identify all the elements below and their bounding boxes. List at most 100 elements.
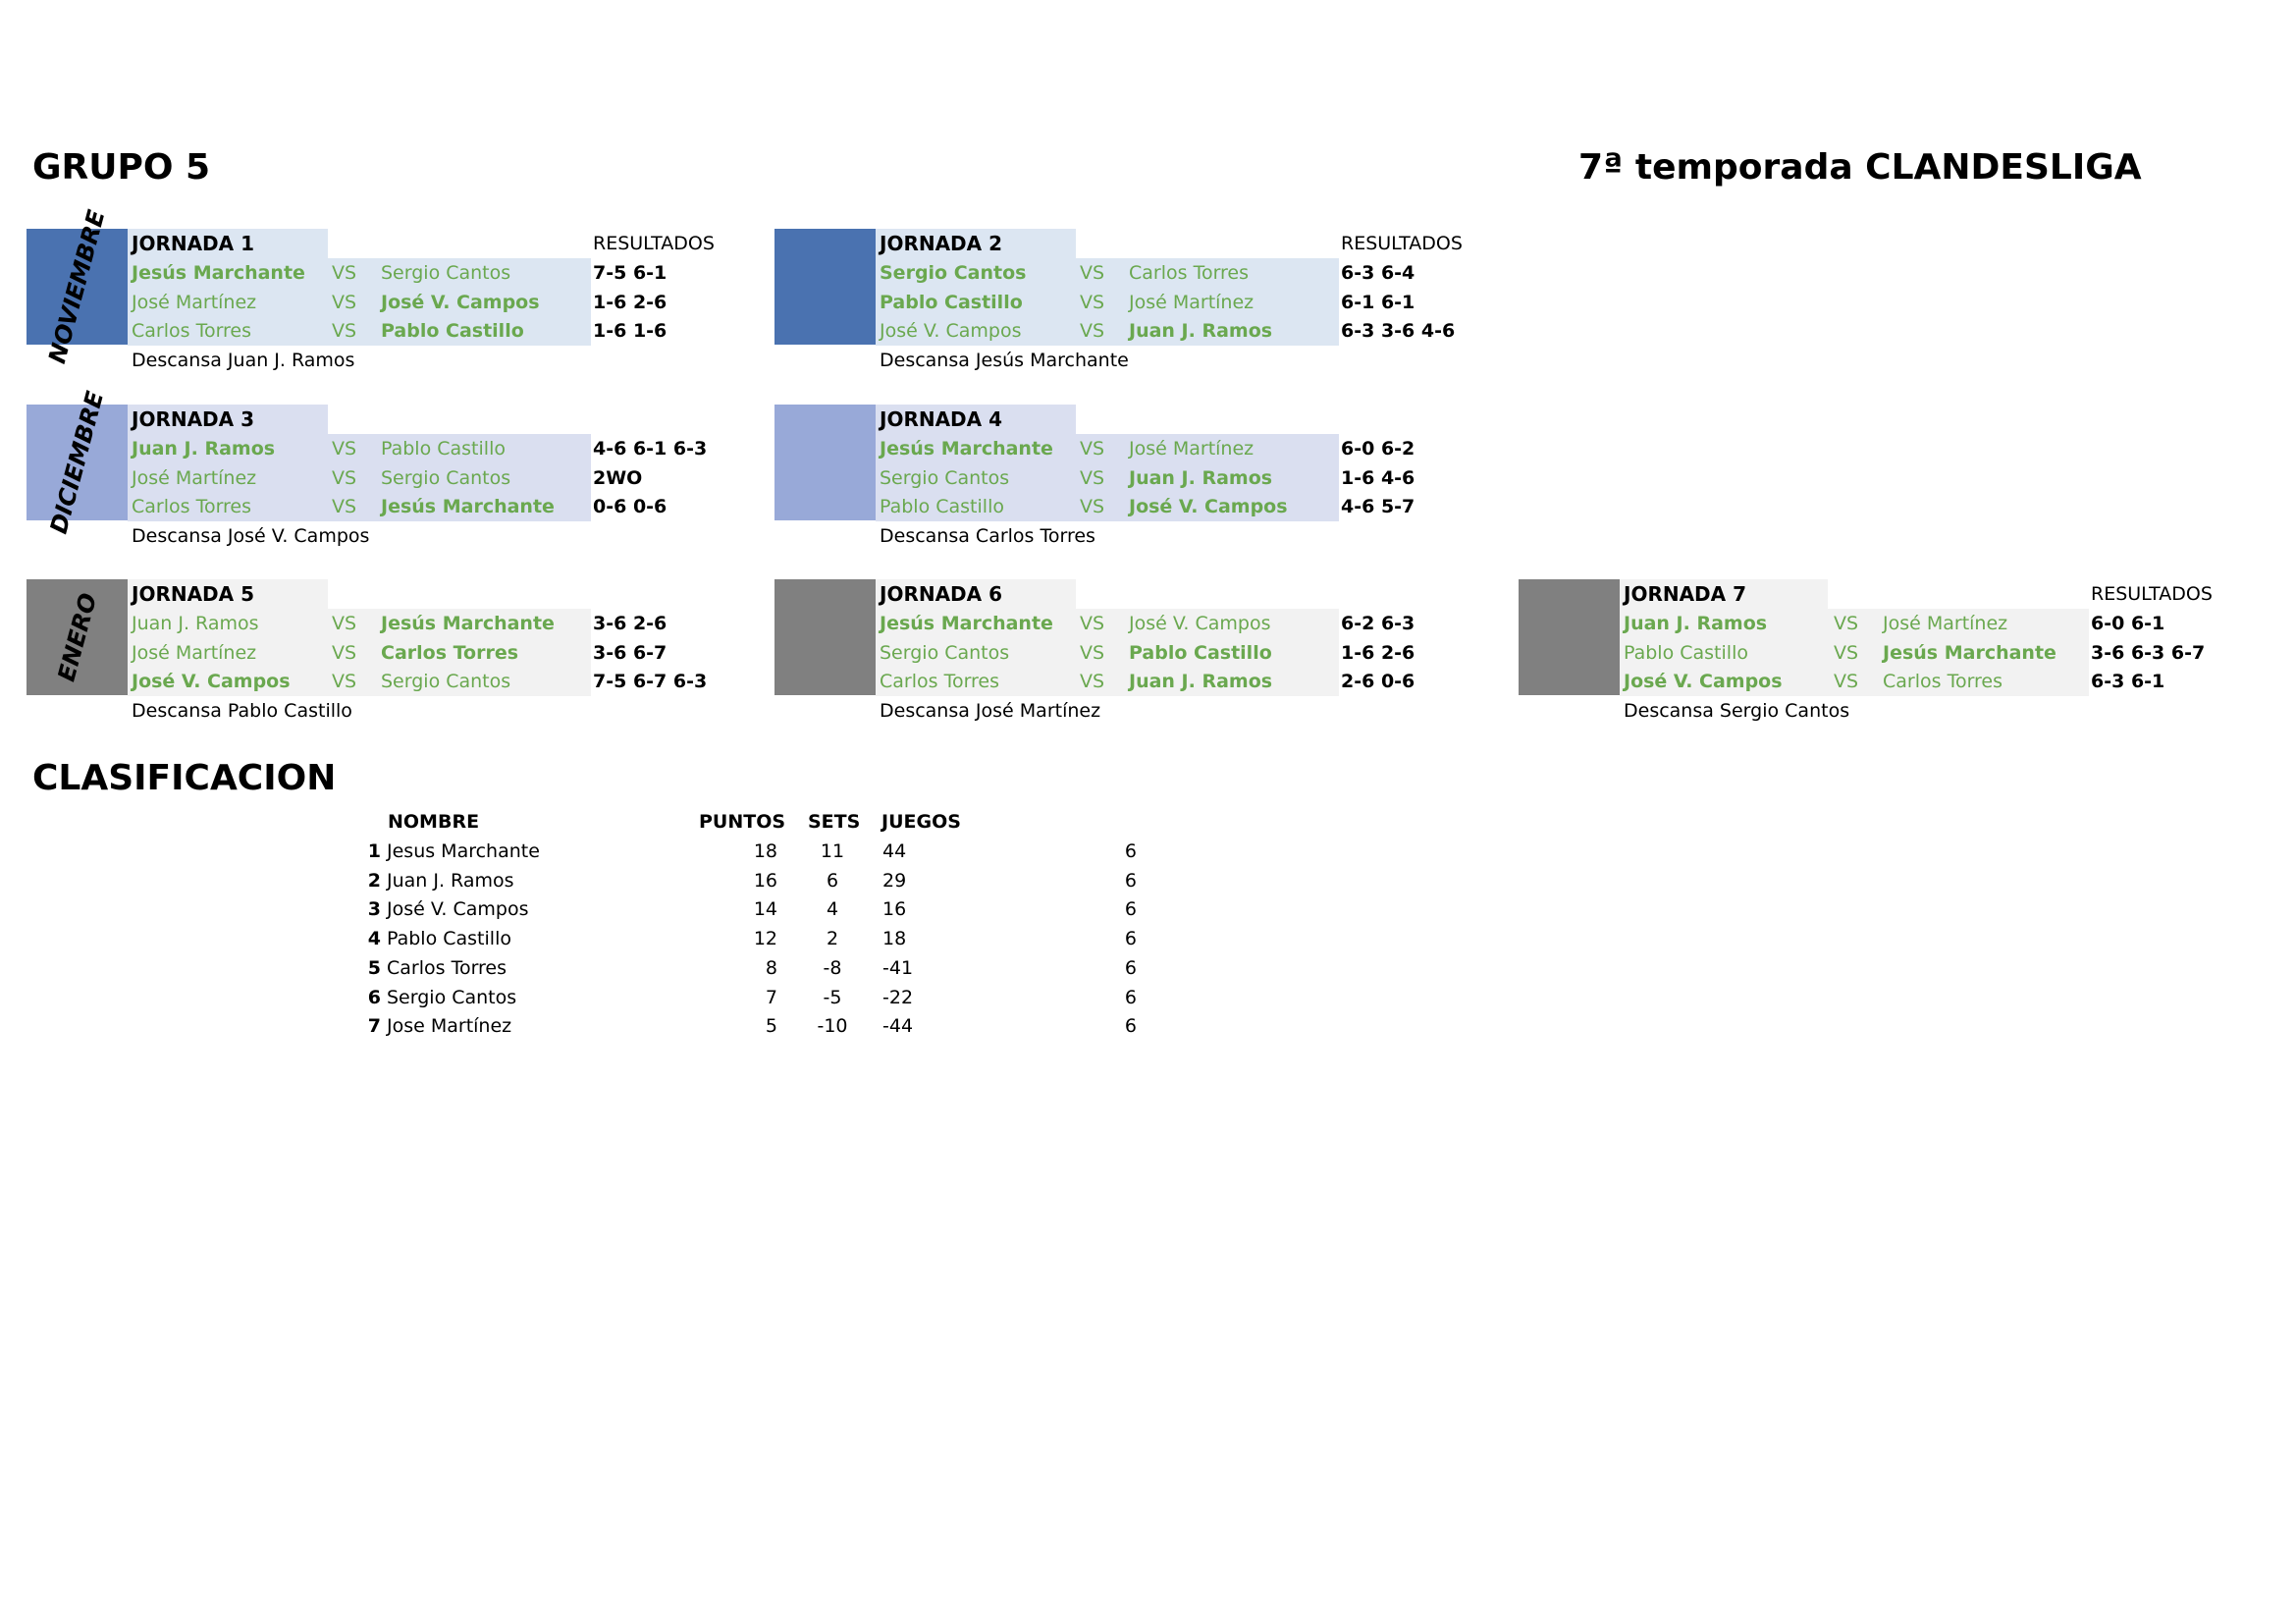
player-away: Jesús Marchante bbox=[381, 613, 555, 634]
match-row-bg bbox=[128, 609, 591, 638]
match-score: 2-6 0-6 bbox=[1341, 671, 1415, 693]
matches-played: 6 bbox=[1124, 840, 1137, 862]
rank: 7 bbox=[367, 1015, 381, 1038]
player-away: Sergio Cantos bbox=[381, 262, 511, 284]
month-label: DICIEMBRE bbox=[27, 388, 128, 536]
player-away: Carlos Torres bbox=[1883, 671, 2003, 693]
match-score: 4-6 6-1 6-3 bbox=[593, 438, 708, 460]
standings-title: CLASIFICACION bbox=[32, 758, 337, 798]
matches-played: 6 bbox=[1124, 898, 1137, 921]
player-away: Jesús Marchante bbox=[1883, 641, 2056, 664]
match-row-bg bbox=[876, 287, 1339, 317]
match-row-bg bbox=[1620, 637, 2089, 668]
player-away: Carlos Torres bbox=[1129, 262, 1250, 284]
player-away: José V. Campos bbox=[381, 291, 540, 313]
vs-label: VS bbox=[1834, 671, 1859, 693]
match-score: 3-6 6-7 bbox=[593, 641, 667, 664]
jornada-title: JORNADA 2 bbox=[880, 232, 1003, 255]
match-score: 4-6 5-7 bbox=[1341, 496, 1415, 518]
player-away: Jesús Marchante bbox=[381, 496, 555, 518]
match-score: 3-6 2-6 bbox=[593, 613, 667, 634]
header-puntos: PUNTOS bbox=[699, 811, 786, 833]
rank: 1 bbox=[367, 840, 381, 862]
player-home: Juan J. Ramos bbox=[132, 438, 276, 460]
games: 44 bbox=[882, 840, 907, 862]
player-home: Jesús Marchante bbox=[132, 262, 305, 284]
vs-label: VS bbox=[332, 671, 357, 693]
match-row-bg bbox=[876, 492, 1339, 522]
match-score: 6-3 6-4 bbox=[1341, 262, 1415, 284]
player-home: Carlos Torres bbox=[132, 320, 252, 343]
player-home: Juan J. Ramos bbox=[1624, 613, 1768, 634]
jornada-header-bg bbox=[1620, 579, 1828, 609]
matches-played: 6 bbox=[1124, 986, 1137, 1008]
match-row-bg bbox=[128, 434, 591, 463]
player-away: José V. Campos bbox=[1129, 496, 1288, 518]
games: -22 bbox=[882, 986, 914, 1008]
rank: 6 bbox=[367, 986, 381, 1008]
header-nombre: NOMBRE bbox=[388, 811, 480, 833]
jornada-header-bg bbox=[876, 579, 1076, 609]
player-away: Pablo Castillo bbox=[381, 438, 506, 460]
rest-player: Descansa Sergio Cantos bbox=[1624, 700, 1850, 722]
rest-player: Descansa José Martínez bbox=[880, 700, 1101, 722]
player-away: José V. Campos bbox=[1129, 613, 1271, 634]
group-title: GRUPO 5 bbox=[32, 147, 211, 188]
player-name: Carlos Torres bbox=[387, 956, 507, 979]
matches-played: 6 bbox=[1124, 956, 1137, 979]
match-score: 2WO bbox=[593, 466, 643, 489]
points: 16 bbox=[753, 869, 777, 892]
jornada-header-bg bbox=[128, 405, 328, 434]
player-name: Pablo Castillo bbox=[387, 928, 511, 950]
player-name: Jesus Marchante bbox=[387, 840, 540, 862]
player-home: José Martínez bbox=[132, 291, 257, 313]
results-header: RESULTADOS bbox=[593, 233, 715, 254]
match-row-bg bbox=[1620, 609, 2089, 638]
player-home: Sergio Cantos bbox=[880, 641, 1010, 664]
vs-label: VS bbox=[332, 641, 357, 664]
results-header: RESULTADOS bbox=[1341, 233, 1463, 254]
match-row-bg bbox=[128, 258, 591, 288]
rank: 4 bbox=[367, 928, 381, 950]
match-score: 6-3 3-6 4-6 bbox=[1341, 320, 1456, 343]
vs-label: VS bbox=[1834, 613, 1859, 634]
player-name: José V. Campos bbox=[387, 898, 529, 921]
match-row-bg bbox=[128, 462, 591, 493]
jornada-header-bg bbox=[128, 229, 328, 258]
match-score: 1-6 1-6 bbox=[593, 320, 667, 343]
points: 7 bbox=[765, 986, 777, 1008]
vs-label: VS bbox=[1080, 262, 1105, 284]
player-home: Pablo Castillo bbox=[880, 496, 1004, 518]
match-row-bg bbox=[876, 258, 1339, 288]
match-score: 7-5 6-1 bbox=[593, 262, 667, 284]
vs-label: VS bbox=[332, 496, 357, 518]
player-home: Jesús Marchante bbox=[880, 613, 1053, 634]
match-row-bg bbox=[876, 462, 1339, 493]
month-block bbox=[27, 229, 128, 345]
player-home: Sergio Cantos bbox=[880, 262, 1027, 284]
player-home: Pablo Castillo bbox=[880, 291, 1023, 313]
jornada-header-bg bbox=[876, 405, 1076, 434]
month-name: DICIEMBRE bbox=[44, 388, 110, 537]
player-home: Juan J. Ramos bbox=[132, 613, 259, 634]
player-away: Juan J. Ramos bbox=[1129, 320, 1273, 343]
match-row-bg bbox=[876, 609, 1339, 638]
match-row-bg bbox=[876, 667, 1339, 697]
vs-label: VS bbox=[1080, 641, 1105, 664]
vs-label: VS bbox=[1080, 291, 1105, 313]
header-sets: SETS bbox=[808, 811, 861, 833]
match-score: 6-3 6-1 bbox=[2091, 671, 2165, 693]
month-block bbox=[27, 405, 128, 520]
sets: 4 bbox=[826, 898, 839, 921]
vs-label: VS bbox=[332, 262, 357, 284]
jornada-title: JORNADA 3 bbox=[132, 407, 255, 431]
games: 29 bbox=[882, 869, 907, 892]
vs-label: VS bbox=[332, 438, 357, 460]
sets: 6 bbox=[826, 869, 839, 892]
match-score: 6-2 6-3 bbox=[1341, 613, 1415, 634]
player-home: José V. Campos bbox=[132, 671, 291, 693]
jornada-title: JORNADA 1 bbox=[132, 232, 255, 255]
vs-label: VS bbox=[1080, 671, 1105, 693]
sets: 2 bbox=[826, 928, 839, 950]
jornada-header-bg bbox=[876, 229, 1076, 258]
